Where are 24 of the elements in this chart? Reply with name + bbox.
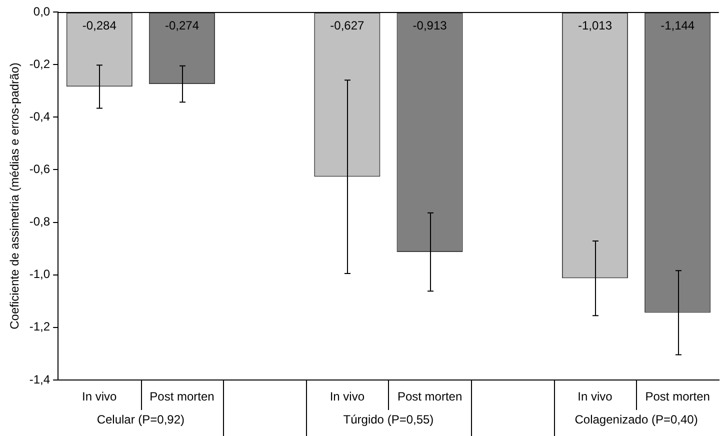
y-tick-label: 0,0	[33, 4, 50, 18]
data-label: -0,913	[412, 18, 448, 32]
y-tick-label: -0,6	[29, 162, 50, 176]
y-tick-label: -0,8	[29, 214, 50, 229]
x-tick-label: Post morten	[397, 390, 462, 404]
text: Colagenizado (P=0,40)	[574, 412, 698, 426]
text: Túrgido (P=0,55)	[343, 412, 434, 426]
y-tick-label: -0,4	[29, 109, 50, 124]
data-label: -0,274	[164, 18, 200, 32]
y-tick-label: -1,4	[29, 372, 50, 386]
x-tick-label: In vivo	[330, 390, 365, 404]
y-tick-label: -1,0	[29, 267, 50, 282]
x-tick-label: Post morten	[645, 390, 710, 404]
y-tick-label: -1,2	[29, 320, 50, 334]
data-label: -1,144	[660, 18, 695, 32]
y-tick-label: -0,2	[29, 56, 50, 71]
x-tick-label: Post morten	[150, 390, 214, 404]
y-axis-title: Coeficiente de assimetria (médias e erros-padrão)	[8, 62, 22, 330]
text: Celular (P=0,92)	[96, 412, 185, 426]
x-tick-label: In vivo	[578, 390, 613, 404]
data-label: -0,627	[330, 18, 365, 32]
data-label: -0,284	[82, 18, 117, 32]
data-label: -1,013	[578, 18, 612, 32]
x-tick-label: In vivo	[82, 390, 118, 404]
